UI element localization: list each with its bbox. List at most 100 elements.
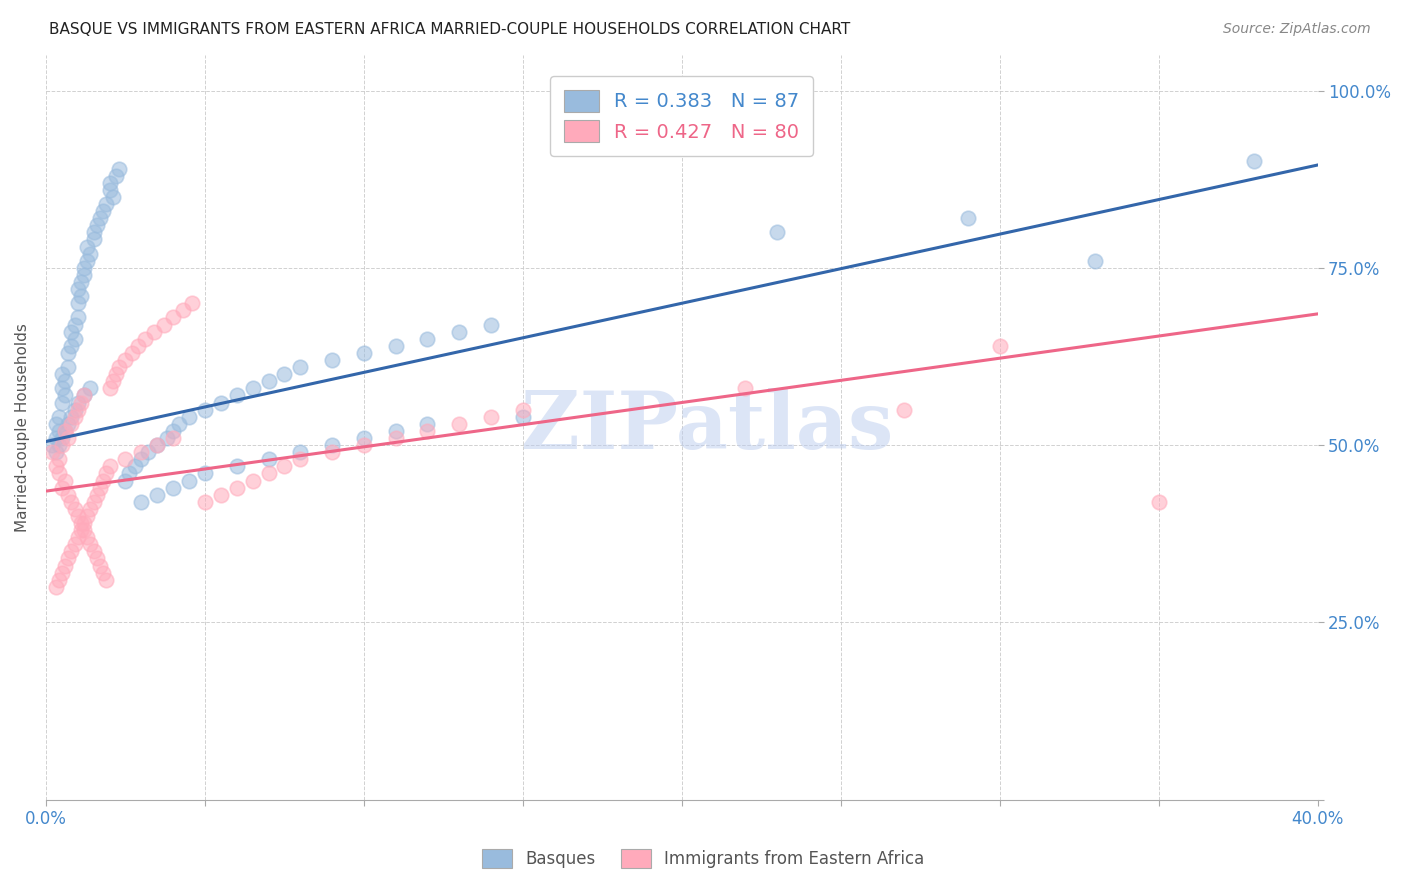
Point: [66, 395, 89, 409]
Point: [79, 246, 101, 260]
Point: [60, 339, 83, 353]
Point: [988, 339, 1011, 353]
Point: [242, 381, 264, 395]
Point: [512, 409, 534, 424]
Point: [124, 459, 146, 474]
Point: [53, 374, 76, 388]
Point: [60, 409, 83, 424]
Point: [734, 381, 756, 395]
Legend: Basques, Immigrants from Eastern Africa: Basques, Immigrants from Eastern Africa: [475, 842, 931, 875]
Point: [273, 459, 295, 474]
Point: [104, 367, 127, 381]
Point: [121, 346, 143, 360]
Point: [58, 551, 80, 566]
Point: [194, 402, 217, 417]
Point: [181, 296, 204, 310]
Point: [79, 381, 101, 395]
Point: [58, 417, 80, 431]
Point: [63, 537, 86, 551]
Point: [53, 388, 76, 402]
Point: [162, 431, 184, 445]
Point: [73, 260, 96, 275]
Point: [51, 395, 73, 409]
Point: [162, 481, 184, 495]
Point: [177, 409, 200, 424]
Point: [257, 452, 280, 467]
Point: [76, 530, 98, 544]
Point: [48, 409, 70, 424]
Point: [108, 161, 131, 176]
Legend: R = 0.383   N = 87, R = 0.427   N = 80: R = 0.383 N = 87, R = 0.427 N = 80: [550, 76, 813, 156]
Point: [60, 544, 83, 558]
Point: [48, 424, 70, 438]
Point: [384, 339, 406, 353]
Point: [96, 467, 118, 481]
Point: [194, 495, 217, 509]
Point: [48, 452, 70, 467]
Point: [353, 431, 375, 445]
Point: [512, 402, 534, 417]
Point: [86, 551, 108, 566]
Point: [66, 508, 89, 523]
Point: [131, 452, 153, 467]
Point: [70, 289, 93, 303]
Point: [51, 381, 73, 395]
Point: [98, 381, 121, 395]
Point: [89, 211, 111, 226]
Point: [44, 459, 66, 474]
Point: [76, 253, 98, 268]
Point: [101, 190, 124, 204]
Point: [73, 523, 96, 537]
Point: [321, 438, 343, 452]
Point: [384, 431, 406, 445]
Y-axis label: Married-couple Households: Married-couple Households: [15, 323, 30, 532]
Point: [51, 367, 73, 381]
Point: [177, 474, 200, 488]
Point: [209, 395, 232, 409]
Point: [353, 346, 375, 360]
Point: [290, 452, 312, 467]
Point: [66, 530, 89, 544]
Point: [353, 438, 375, 452]
Point: [73, 516, 96, 530]
Point: [83, 495, 105, 509]
Point: [91, 204, 114, 219]
Point: [60, 495, 83, 509]
Point: [1243, 154, 1265, 169]
Point: [91, 474, 114, 488]
Point: [53, 558, 76, 573]
Point: [51, 481, 73, 495]
Point: [48, 573, 70, 587]
Point: [53, 424, 76, 438]
Point: [83, 544, 105, 558]
Text: BASQUE VS IMMIGRANTS FROM EASTERN AFRICA MARRIED-COUPLE HOUSEHOLDS CORRELATION C: BASQUE VS IMMIGRANTS FROM EASTERN AFRICA…: [49, 22, 851, 37]
Point: [66, 296, 89, 310]
Point: [114, 474, 136, 488]
Point: [479, 318, 502, 332]
Point: [131, 495, 153, 509]
Text: ZIPatlas: ZIPatlas: [522, 388, 893, 467]
Point: [416, 424, 439, 438]
Point: [76, 508, 98, 523]
Point: [242, 474, 264, 488]
Point: [384, 424, 406, 438]
Point: [225, 481, 247, 495]
Point: [152, 318, 174, 332]
Point: [766, 226, 789, 240]
Point: [48, 438, 70, 452]
Point: [225, 388, 247, 402]
Point: [70, 275, 93, 289]
Point: [273, 367, 295, 381]
Point: [1147, 495, 1170, 509]
Point: [83, 226, 105, 240]
Point: [51, 431, 73, 445]
Point: [136, 445, 159, 459]
Point: [893, 402, 915, 417]
Point: [70, 523, 93, 537]
Point: [257, 467, 280, 481]
Point: [114, 353, 136, 368]
Point: [131, 445, 153, 459]
Point: [169, 417, 191, 431]
Point: [416, 332, 439, 346]
Point: [1084, 253, 1107, 268]
